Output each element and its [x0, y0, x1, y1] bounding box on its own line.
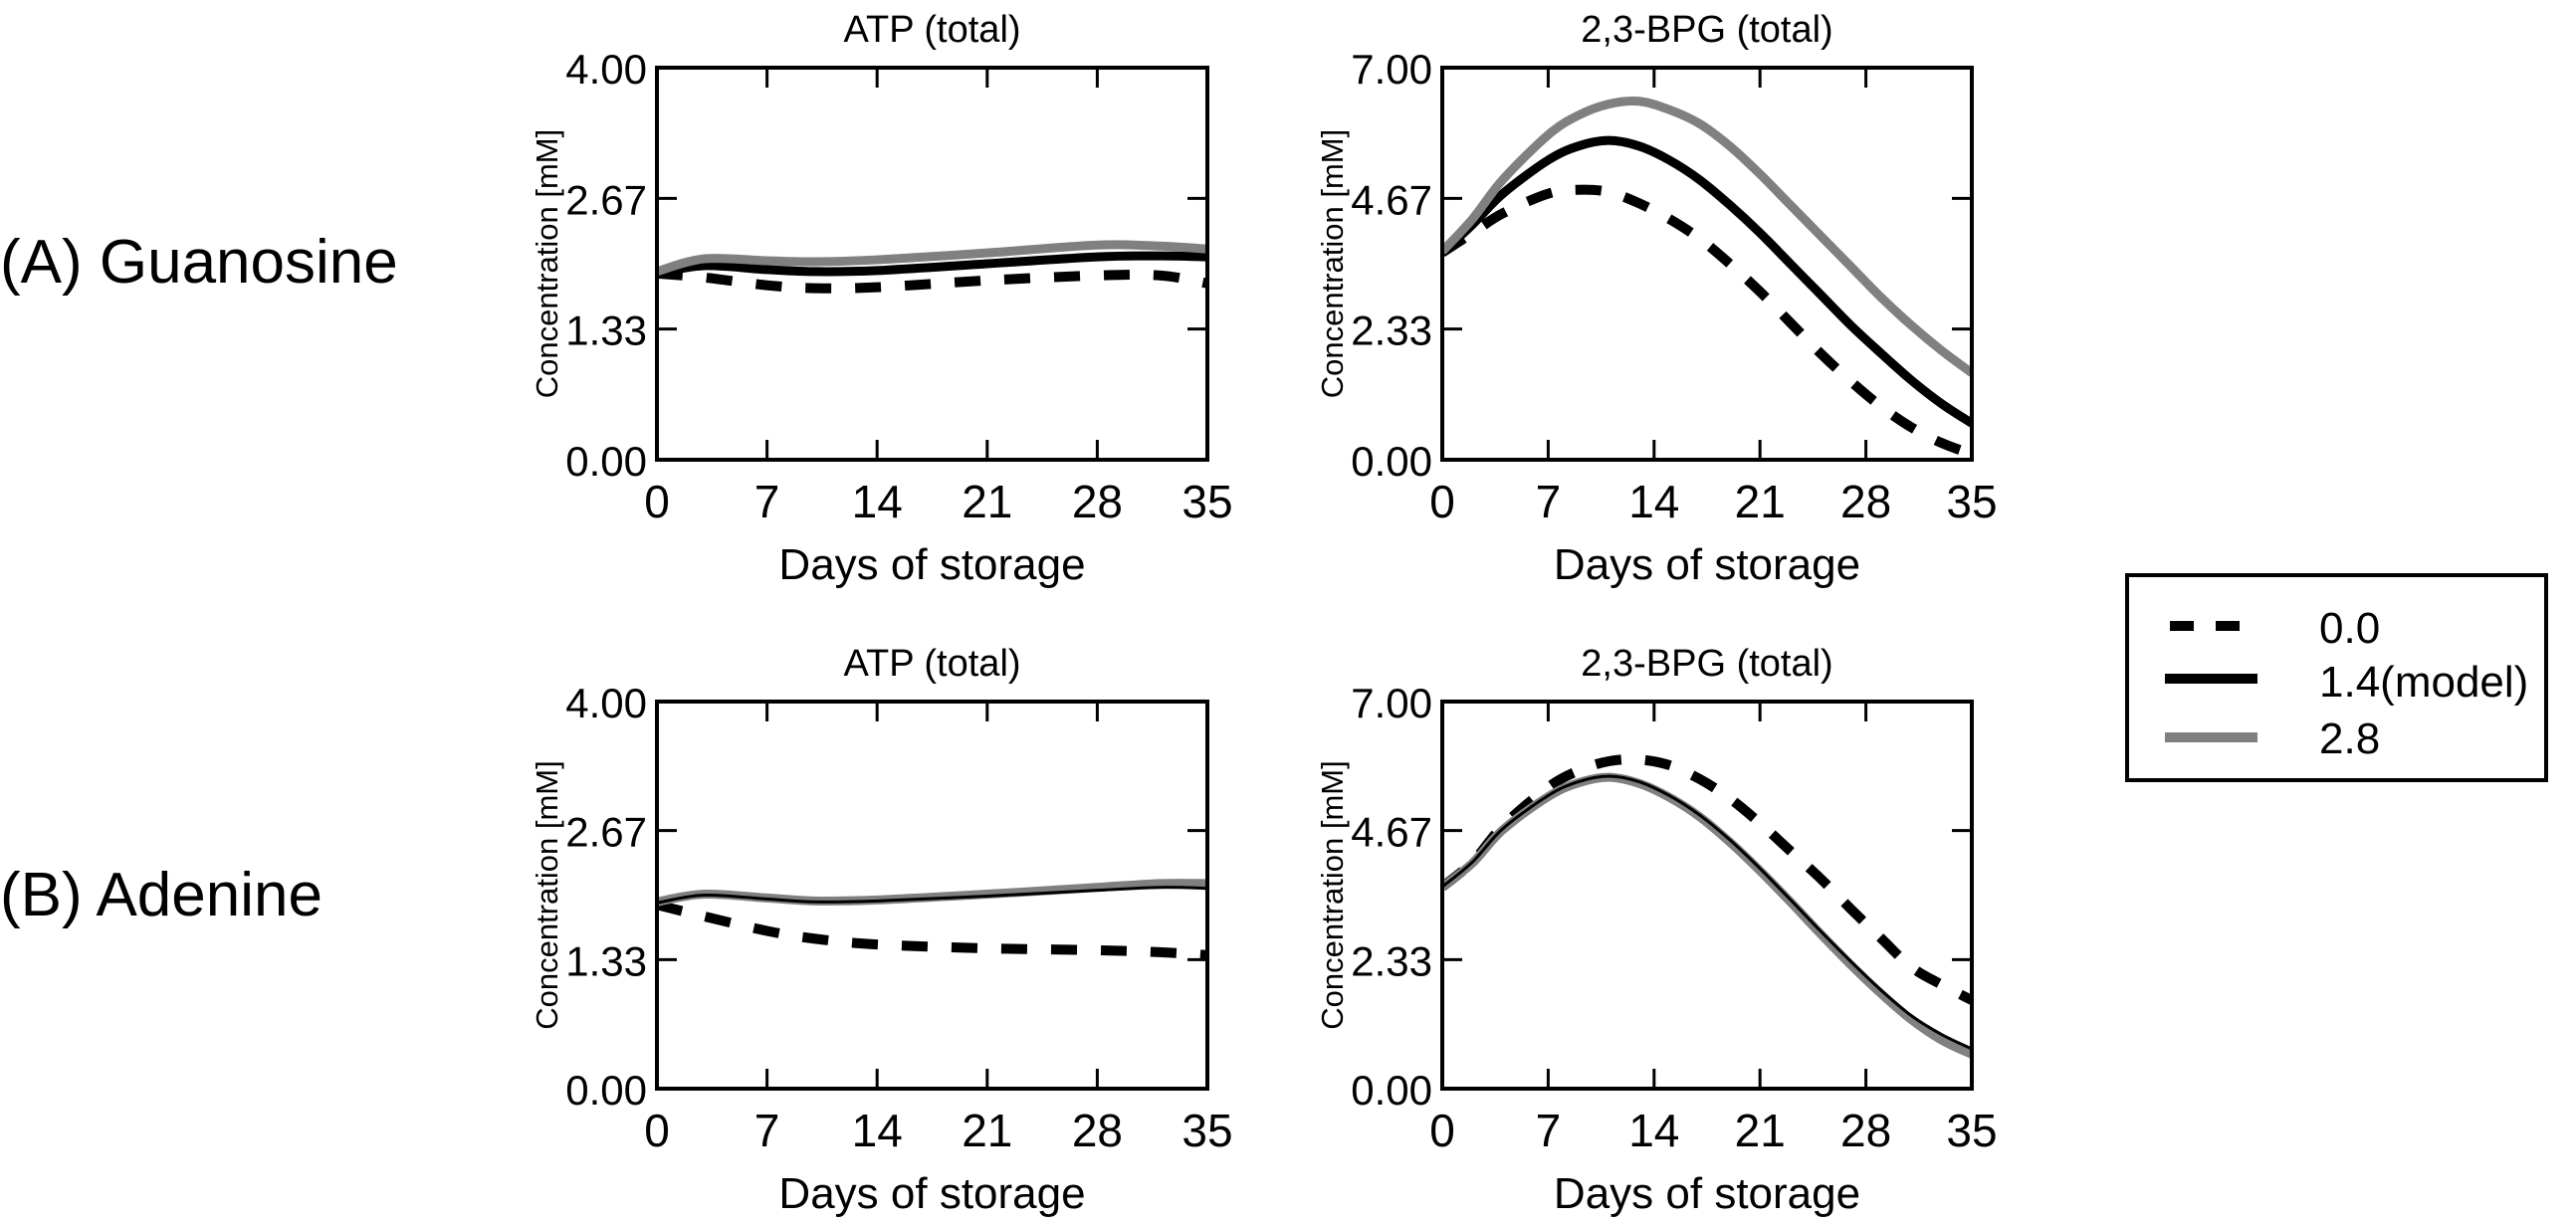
y-tick-label: 7.00	[1351, 46, 1432, 93]
chart-title: 2,3-BPG (total)	[1581, 643, 1832, 685]
x-tick-label: 21	[1735, 476, 1786, 527]
y-tick-label: 2.33	[1351, 307, 1432, 354]
x-axis-label: Days of storage	[1554, 540, 1860, 589]
series-line-0.0	[1442, 184, 1972, 460]
y-tick-label: 2.67	[565, 809, 647, 856]
x-tick-label: 35	[1181, 1105, 1232, 1156]
x-tick-label: 0	[1429, 476, 1455, 527]
y-tick-label: 4.67	[1351, 176, 1432, 223]
plot-frame	[1440, 700, 1974, 1091]
y-tick-label: 4.00	[565, 680, 647, 726]
x-tick-label: 7	[754, 476, 780, 527]
series-line-1.4model	[1442, 774, 1972, 1051]
x-tick-label: 14	[1628, 1105, 1679, 1156]
legend: 0.0 1.4(model) 2.8	[2125, 573, 2548, 782]
legend-label-0.0: 0.0	[2319, 604, 2380, 653]
chart-panel-1: 2,3-BPG (total) Days of storage Concentrat…	[1315, 9, 1998, 589]
legend-label-2.8: 2.8	[2319, 714, 2380, 763]
y-tick-label: 4.67	[1351, 809, 1432, 856]
y-axis-label: Concentration [mM]	[530, 760, 564, 1030]
chart-panel-3: 2,3-BPG (total) Days of storage Concentrat…	[1315, 643, 1998, 1218]
y-tick-label: 4.00	[565, 46, 647, 93]
y-tick-label: 2.33	[1351, 937, 1432, 984]
y-tick-label: 7.00	[1351, 680, 1432, 726]
x-tick-label: 0	[644, 476, 670, 527]
chart-panel-2: ATP (total) Days of storage Concentration …	[530, 643, 1233, 1218]
x-tick-label: 35	[1181, 476, 1232, 527]
plot-frame	[1440, 66, 1974, 462]
row-label-a: (A) Guanosine	[0, 228, 398, 297]
x-tick-label: 21	[962, 1105, 1012, 1156]
x-tick-label: 7	[1536, 476, 1562, 527]
series-line-2.8	[1442, 96, 1972, 377]
y-tick-label: 0.00	[565, 438, 647, 485]
x-tick-label: 28	[1072, 476, 1123, 527]
series-line-1.4model	[657, 886, 1207, 905]
x-tick-label: 35	[1946, 476, 1997, 527]
y-tick-label: 0.00	[1351, 1067, 1432, 1114]
row-label-b: (B) Adenine	[0, 861, 322, 929]
x-tick-label: 7	[754, 1105, 780, 1156]
series-line-0.0	[657, 268, 1207, 294]
y-axis-label: Concentration [mM]	[1315, 760, 1350, 1030]
chart-title: 2,3-BPG (total)	[1581, 9, 1832, 51]
series-line-0.0	[657, 900, 1207, 960]
chart-title: ATP (total)	[843, 643, 1020, 685]
plot-frame	[655, 66, 1209, 462]
y-tick-label: 1.33	[565, 307, 647, 354]
y-axis-label: Concentration [mM]	[530, 129, 564, 399]
x-axis-label: Days of storage	[778, 1169, 1085, 1217]
x-tick-label: 0	[644, 1105, 670, 1156]
y-tick-label: 0.00	[1351, 438, 1432, 485]
x-tick-label: 7	[1536, 1105, 1562, 1156]
x-tick-label: 21	[1735, 1105, 1786, 1156]
x-tick-label: 35	[1946, 1105, 1997, 1156]
x-tick-label: 21	[962, 476, 1012, 527]
x-tick-label: 28	[1840, 476, 1891, 527]
x-tick-label: 14	[852, 476, 903, 527]
x-tick-label: 14	[852, 1105, 903, 1156]
x-tick-label: 0	[1429, 1105, 1455, 1156]
y-tick-label: 0.00	[565, 1067, 647, 1114]
series-line-1.4model	[1442, 135, 1972, 428]
y-tick-label: 2.67	[565, 176, 647, 223]
chart-title: ATP (total)	[843, 9, 1020, 51]
y-tick-label: 1.33	[565, 937, 647, 984]
x-axis-label: Days of storage	[1554, 1169, 1860, 1217]
legend-label-1.4: 1.4(model)	[2319, 658, 2528, 707]
y-axis-label: Concentration [mM]	[1315, 129, 1350, 399]
plot-frame	[655, 700, 1209, 1091]
x-tick-label: 14	[1628, 476, 1679, 527]
series-line-1.4model	[657, 251, 1207, 279]
chart-panel-0: ATP (total) Days of storage Concentration …	[530, 9, 1233, 589]
x-tick-label: 28	[1840, 1105, 1891, 1156]
x-axis-label: Days of storage	[778, 540, 1085, 589]
series-line-2.8	[657, 240, 1207, 277]
x-tick-label: 28	[1072, 1105, 1123, 1156]
series-line-0.0	[1442, 754, 1972, 1005]
